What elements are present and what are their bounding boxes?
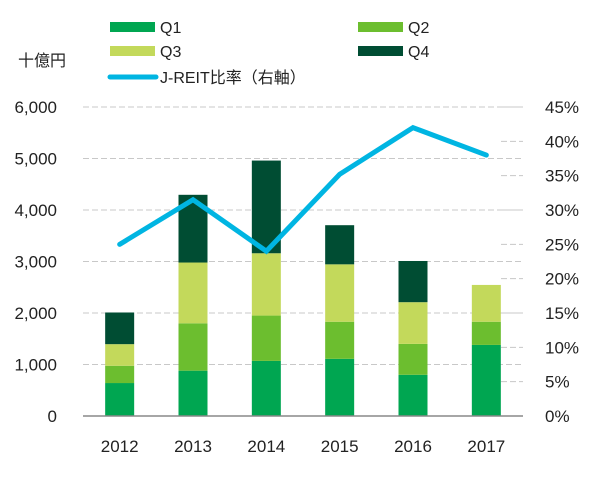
y-tick-label: 3,000 (14, 253, 57, 272)
legend-item-ratio: J-REIT比率（右軸） (107, 69, 306, 87)
bar-q4-2012 (105, 312, 135, 345)
legend-label: Q2 (408, 20, 429, 37)
y2-tick-label: 45% (545, 98, 579, 117)
bar-q2-2017 (471, 321, 501, 345)
bar-q1-2013 (178, 370, 208, 416)
legend-label: Q1 (160, 20, 181, 37)
bars (105, 160, 501, 416)
y2-tick-label: 0% (545, 407, 570, 426)
legend-swatch (110, 46, 155, 56)
y-tick-label: 0 (48, 407, 57, 426)
legend-item-q4: Q4 (358, 44, 429, 61)
y-tick-label: 1,000 (14, 356, 57, 375)
bar-q1-2015 (325, 358, 355, 416)
bar-q2-2016 (398, 343, 428, 375)
bar-q2-2015 (325, 321, 355, 359)
legend-item-q3: Q3 (110, 44, 181, 61)
bar-q2-2012 (105, 365, 135, 384)
legend-swatch (110, 22, 155, 32)
y2-tick-label: 40% (545, 132, 579, 151)
y2-tick-label: 15% (545, 304, 579, 323)
bar-q3-2014 (251, 253, 281, 316)
bar-q1-2017 (471, 344, 501, 416)
x-tick-label: 2017 (467, 437, 505, 456)
y-tick-label: 2,000 (14, 304, 57, 323)
legend: Q1 Q2 Q3 Q4 J-REIT比率（右軸） (107, 20, 429, 87)
bar-q2-2013 (178, 323, 208, 371)
y2-tick-label: 20% (545, 270, 579, 289)
x-tick-label: 2015 (321, 437, 359, 456)
gridlines (83, 106, 523, 383)
bar-q3-2015 (325, 264, 355, 322)
legend-item-q1: Q1 (110, 20, 181, 37)
y2-tick-label: 30% (545, 201, 579, 220)
y-tick-label: 5,000 (14, 150, 57, 169)
bar-q4-2015 (325, 225, 355, 265)
y-tick-label: 6,000 (14, 98, 57, 117)
x-tick-label: 2012 (101, 437, 139, 456)
bar-q2-2014 (251, 315, 281, 361)
bar-q3-2012 (105, 344, 135, 366)
x-tick-label: 2013 (174, 437, 212, 456)
y-axis-left: 0 1,000 2,000 3,000 4,000 5,000 6,000 (14, 98, 57, 426)
legend-swatch (358, 22, 403, 32)
bar-q3-2013 (178, 262, 208, 324)
bar-q3-2017 (471, 284, 501, 322)
ratio-line (117, 124, 489, 255)
x-tick-label: 2014 (247, 437, 285, 456)
bar-q4-2016 (398, 260, 428, 303)
y-axis-right: 0% 5% 10% 15% 20% 25% 30% 35% 40% 45% (545, 98, 579, 426)
y-tick-label: 4,000 (14, 201, 57, 220)
x-tick-label: 2016 (394, 437, 432, 456)
legend-label: Q3 (160, 44, 181, 61)
y2-tick-label: 5% (545, 373, 570, 392)
bar-q1-2014 (251, 360, 281, 416)
bar-q3-2016 (398, 302, 428, 344)
y2-tick-label: 10% (545, 338, 579, 357)
legend-label: Q4 (408, 44, 429, 61)
bar-q1-2016 (398, 374, 428, 416)
bar-q1-2012 (105, 383, 135, 416)
legend-swatch (358, 46, 403, 56)
y2-tick-label: 35% (545, 167, 579, 186)
legend-label: J-REIT比率（右軸） (160, 69, 306, 87)
x-axis: 2012 2013 2014 2015 2016 2017 (101, 437, 505, 456)
y-unit-label: 十億円 (18, 51, 66, 70)
legend-item-q2: Q2 (358, 20, 429, 37)
ratio-line-series (117, 124, 489, 255)
y2-tick-label: 25% (545, 235, 579, 254)
